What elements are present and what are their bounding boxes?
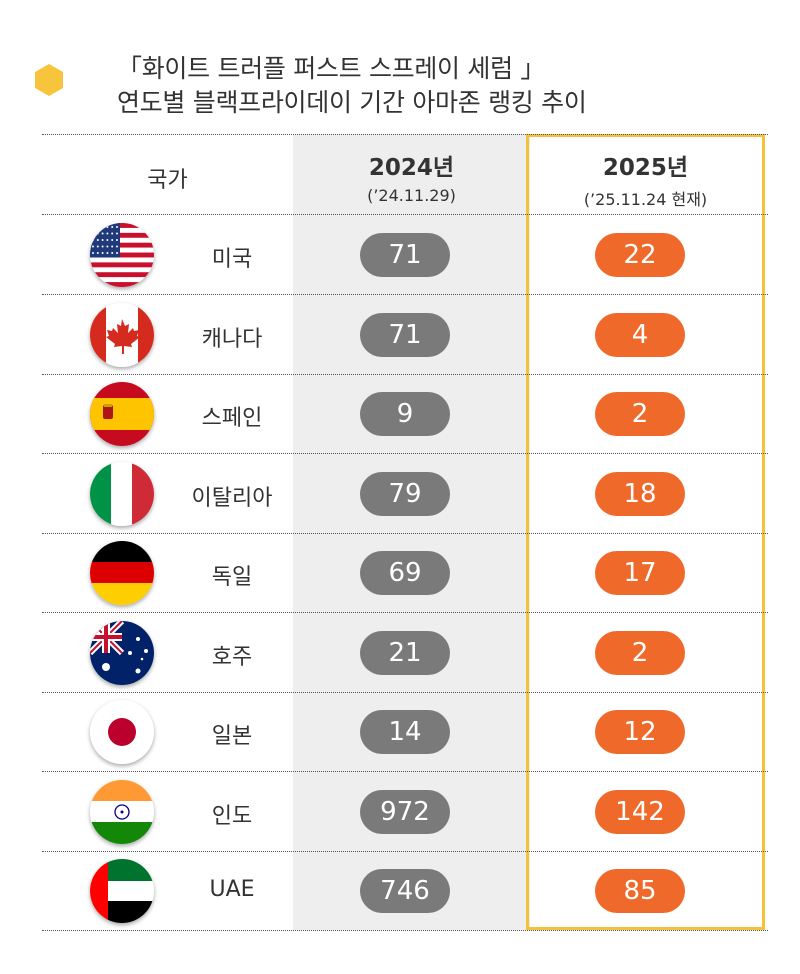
chart-title: 「화이트 트러플 퍼스트 스프레이 세럼 」 연도별 블랙프라이데이 기간 아마… bbox=[117, 52, 587, 120]
country-name: 일본 bbox=[211, 724, 253, 749]
header-2024-year: 2024년 bbox=[368, 155, 455, 181]
separator bbox=[42, 612, 768, 613]
rank-2024-value: 746 bbox=[360, 869, 450, 913]
australia-flag-icon bbox=[90, 620, 154, 685]
hexagon-bullet-icon bbox=[35, 64, 63, 96]
country-name: 이탈리아 bbox=[191, 485, 273, 511]
country-name: 미국 bbox=[211, 247, 253, 272]
country-name: UAE bbox=[209, 877, 255, 902]
rank-2025-value: 142 bbox=[595, 789, 685, 834]
ranking-table: 국가 2024년 (’24.11.29) 2025년 (’25.11.24 현재… bbox=[42, 134, 768, 934]
separator bbox=[42, 373, 768, 375]
header-country: 국가 bbox=[147, 168, 188, 193]
country-name: 호주 bbox=[211, 644, 253, 670]
title-line-2: 연도별 블랙프라이데이 기간 아마존 랭킹 추이 bbox=[117, 88, 587, 117]
separator bbox=[42, 691, 768, 693]
header-2025: 2025년 (’25.11.24 현재) bbox=[529, 148, 762, 210]
header-2025-year: 2025년 bbox=[602, 155, 689, 181]
header-2024-date: (’24.11.29) bbox=[367, 186, 456, 205]
rank-2024-value: 9 bbox=[360, 392, 450, 436]
table-row: 인도 972 142 bbox=[42, 772, 768, 851]
rank-2025-value: 18 bbox=[595, 471, 685, 516]
rank-2025-value: 4 bbox=[595, 312, 685, 357]
rank-2025-value: 17 bbox=[595, 551, 685, 595]
india-flag-icon bbox=[90, 779, 154, 844]
table-row: 호주 21 2 bbox=[42, 613, 768, 692]
title-line-1: 「화이트 트러플 퍼스트 스프레이 세럼 」 bbox=[117, 54, 546, 83]
country-name: 독일 bbox=[211, 565, 253, 590]
table-row: UAE 746 85 bbox=[42, 851, 768, 930]
italy-flag-icon bbox=[90, 461, 154, 526]
rank-2024-value: 79 bbox=[360, 471, 450, 516]
country-name: 캐나다 bbox=[201, 326, 263, 352]
rank-2025-value: 85 bbox=[595, 869, 685, 913]
header-2025-date: (’25.11.24 현재) bbox=[583, 190, 708, 209]
table-row: 캐나다 71 4 bbox=[42, 295, 768, 374]
rank-2024-value: 14 bbox=[360, 710, 450, 754]
rank-2024-value: 69 bbox=[360, 551, 450, 595]
spain-flag-icon bbox=[90, 382, 154, 446]
rank-2024-value: 71 bbox=[360, 233, 450, 277]
uae-flag-icon bbox=[90, 859, 154, 923]
separator bbox=[42, 930, 768, 931]
separator bbox=[42, 214, 768, 215]
column-2025-highlight-frame bbox=[526, 134, 765, 930]
us-flag-icon bbox=[90, 223, 154, 287]
separator bbox=[42, 134, 768, 135]
rank-2025-value: 2 bbox=[595, 630, 685, 675]
separator bbox=[42, 532, 768, 534]
rank-2025-value: 2 bbox=[595, 392, 685, 436]
rank-2024-value: 972 bbox=[360, 789, 450, 834]
separator bbox=[42, 294, 768, 295]
header-2024: 2024년 (’24.11.29) bbox=[293, 148, 530, 205]
separator bbox=[42, 771, 768, 772]
country-name: 스페인 bbox=[201, 406, 263, 431]
rank-2024-value: 71 bbox=[360, 312, 450, 357]
separator bbox=[42, 453, 768, 454]
canada-flag-icon bbox=[90, 302, 154, 367]
rank-2024-value: 21 bbox=[360, 630, 450, 675]
separator bbox=[42, 850, 768, 852]
table-row: 미국 71 22 bbox=[42, 215, 768, 294]
country-name: 인도 bbox=[211, 803, 253, 829]
table-row: 독일 69 17 bbox=[42, 533, 768, 612]
germany-flag-icon bbox=[90, 541, 154, 605]
rank-2025-value: 22 bbox=[595, 233, 685, 277]
rank-2025-value: 12 bbox=[595, 710, 685, 754]
table-row: 일본 14 12 bbox=[42, 692, 768, 771]
table-row: 스페인 9 2 bbox=[42, 374, 768, 453]
table-row: 이탈리아 79 18 bbox=[42, 454, 768, 533]
japan-flag-icon bbox=[90, 700, 154, 764]
